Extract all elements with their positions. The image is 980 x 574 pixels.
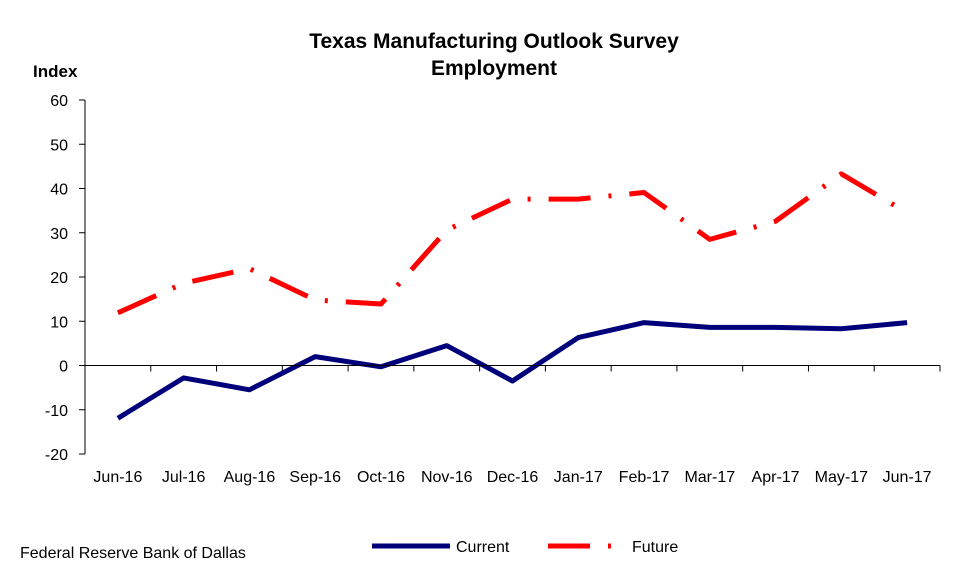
x-tick-label: Aug-16 (224, 469, 276, 486)
y-tick-label: 10 (50, 314, 68, 331)
legend-future-label: Future (632, 539, 678, 556)
y-tick-label: 60 (50, 93, 68, 110)
x-tick-label: Feb-17 (619, 469, 670, 486)
x-tick-label: Oct-16 (357, 469, 405, 486)
y-tick-label: 50 (50, 137, 68, 154)
y-tick-label: -20 (45, 447, 68, 464)
chart-subtitle: Employment (431, 57, 557, 80)
series-line-future (116, 171, 909, 316)
y-tick-label: 40 (50, 182, 68, 199)
y-tick-label: -10 (45, 403, 68, 420)
x-tick-label: Dec-16 (487, 469, 539, 486)
legend-current-label: Current (456, 539, 510, 556)
x-tick-label: Jun-17 (883, 469, 932, 486)
x-tick-label: Sep-16 (289, 469, 341, 486)
legend: Current Future (372, 539, 678, 556)
x-tick-label: Nov-16 (421, 469, 473, 486)
y-tick-label: 30 (50, 226, 68, 243)
chart-title: Texas Manufacturing Outlook Survey (309, 30, 679, 53)
source-note: Federal Reserve Bank of Dallas (20, 545, 246, 562)
plot-area (116, 171, 909, 421)
x-tick-label: Mar-17 (684, 469, 735, 486)
x-tick-label: Jun-16 (93, 469, 142, 486)
x-tick-label: Jul-16 (162, 469, 206, 486)
x-tick-label: Jan-17 (554, 469, 603, 486)
y-tick-label: 0 (59, 359, 68, 376)
series-line-current (116, 320, 908, 421)
x-tick-label: May-17 (815, 469, 868, 486)
y-axis-label: Index (33, 62, 78, 81)
y-axis: -20 -10 0 10 20 30 40 50 60 (45, 93, 85, 464)
x-axis: Jun-16 Jul-16 Aug-16 Sep-16 Oct-16 Nov-16 Dec-… (84, 365, 941, 486)
x-tick-label: Apr-17 (752, 469, 800, 486)
y-tick-label: 20 (50, 270, 68, 287)
